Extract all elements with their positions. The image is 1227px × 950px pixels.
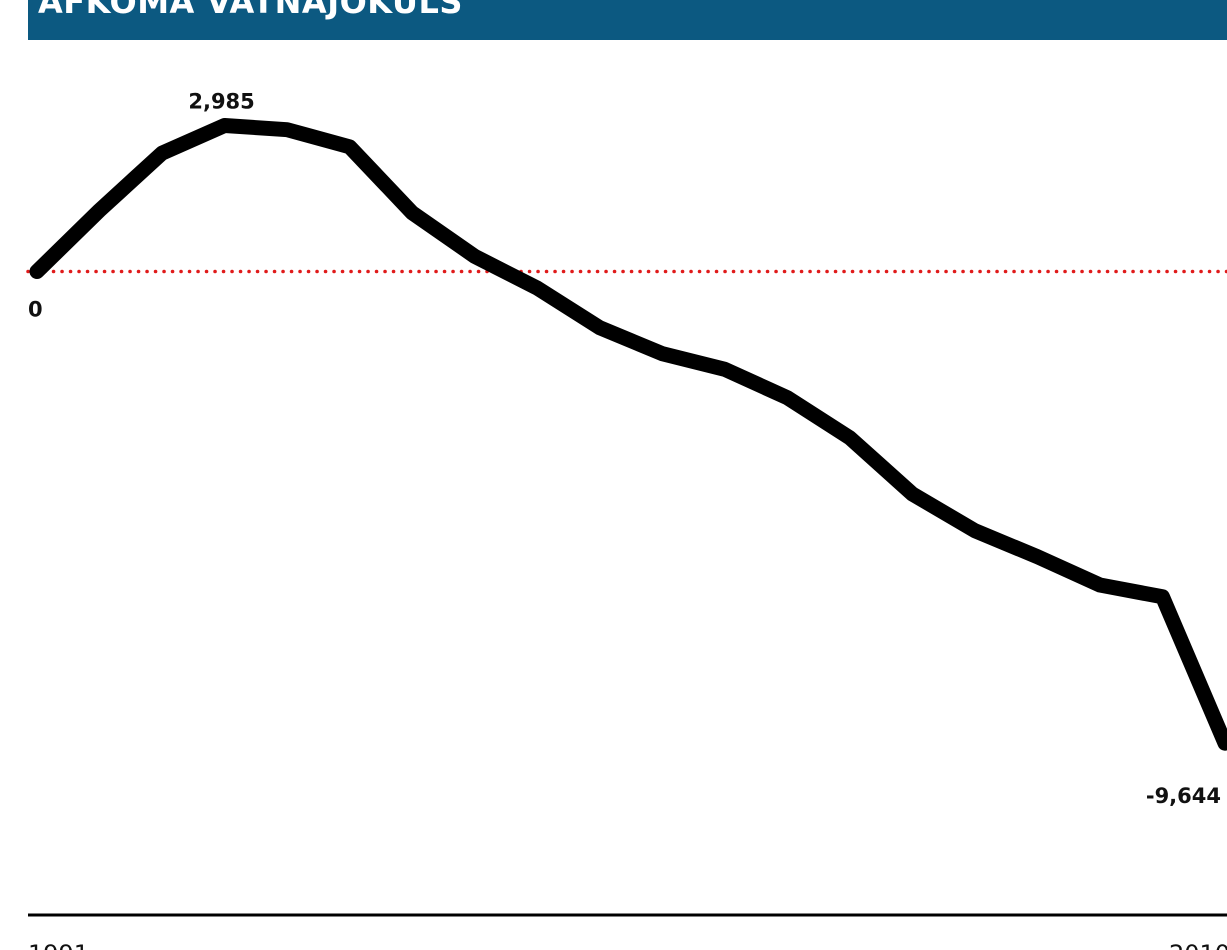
x-tick-label: 1991 xyxy=(28,940,89,950)
title-bar: AFKOMA VATNAJÖKULS xyxy=(28,0,1227,40)
x-tick-label: 2010 xyxy=(1169,940,1227,950)
data-label: 2,985 xyxy=(188,90,254,114)
series-line xyxy=(29,118,1227,751)
data-label: -9,644 xyxy=(1146,784,1221,808)
data-label: 0 xyxy=(28,298,43,322)
chart-title: AFKOMA VATNAJÖKULS xyxy=(38,0,463,21)
